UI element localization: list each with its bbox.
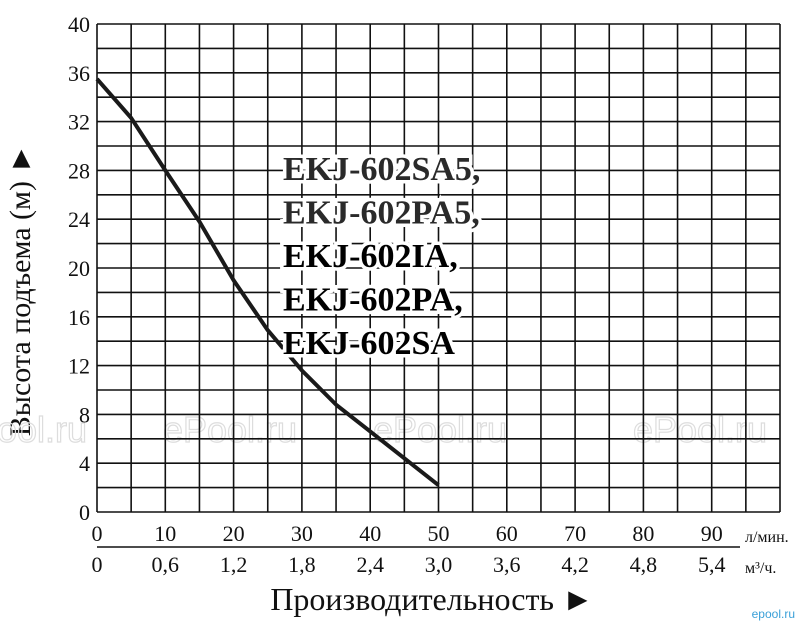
y-axis-label: Высота подъема (м) ► [4,144,37,436]
corner-mark: epool.ru [752,607,795,621]
x2-tick-label: 5,4 [698,552,726,577]
y-tick-label: 4 [79,451,90,476]
annotation: EKJ-602SA5, [283,151,480,188]
x-tick-label: 40 [359,521,381,546]
x2-tick-label: 1,2 [220,552,248,577]
x-tick-label: 70 [564,521,586,546]
y-tick-label: 36 [68,61,90,86]
x2-tick-label: 3,6 [493,552,521,577]
y-tick-label: 20 [68,256,90,281]
x-tick-label: 20 [223,521,245,546]
watermark: ePool.ru [163,409,297,450]
x-tick-label: 60 [496,521,518,546]
annotation: EKJ-602IA, [283,238,458,275]
annotation: EKJ-602SA [283,325,455,362]
watermark: ePool.ru [373,409,507,450]
x-tick-label: 90 [701,521,723,546]
x-tick-label: 80 [632,521,654,546]
y-tick-label: 28 [68,158,90,183]
x-tick-label: 50 [428,521,450,546]
x2-unit: м³/ч. [745,560,776,577]
x2-tick-label: 4,2 [561,552,589,577]
y-tick-label: 12 [68,354,90,379]
annotation: EKJ-602PA5, [283,195,480,232]
y-tick-label: 16 [68,305,90,330]
x2-tick-label: 3,0 [425,552,453,577]
x2-tick-label: 1,8 [288,552,316,577]
x-tick-label: 30 [291,521,313,546]
x2-tick-label: 4,8 [630,552,658,577]
y-tick-label: 24 [68,207,90,232]
x-axis-label: Производительность ► [270,581,593,617]
x-tick-label: 0 [92,521,103,546]
y-tick-label: 32 [68,110,90,135]
y-tick-label: 0 [79,500,90,525]
x2-tick-label: 0 [92,552,103,577]
x2-tick-label: 2,4 [356,552,384,577]
y-tick-label: 8 [79,402,90,427]
x-unit: л/мин. [745,529,789,546]
x2-tick-label: 0,6 [152,552,180,577]
y-tick-label: 40 [68,12,90,37]
annotation: EKJ-602PA, [283,282,463,319]
watermark: ePool.ru [0,409,87,450]
curve [95,77,440,487]
x-tick-label: 10 [154,521,176,546]
